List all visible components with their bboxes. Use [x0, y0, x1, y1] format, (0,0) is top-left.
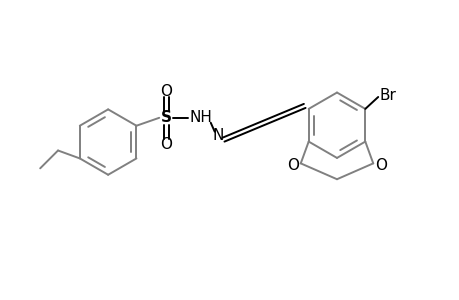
Text: NH: NH	[189, 110, 212, 125]
Text: O: O	[160, 137, 172, 152]
Text: S: S	[160, 110, 171, 125]
Text: N: N	[213, 128, 224, 143]
Text: Br: Br	[379, 88, 396, 103]
Text: O: O	[375, 158, 386, 173]
Text: O: O	[160, 84, 172, 99]
Text: O: O	[286, 158, 298, 173]
